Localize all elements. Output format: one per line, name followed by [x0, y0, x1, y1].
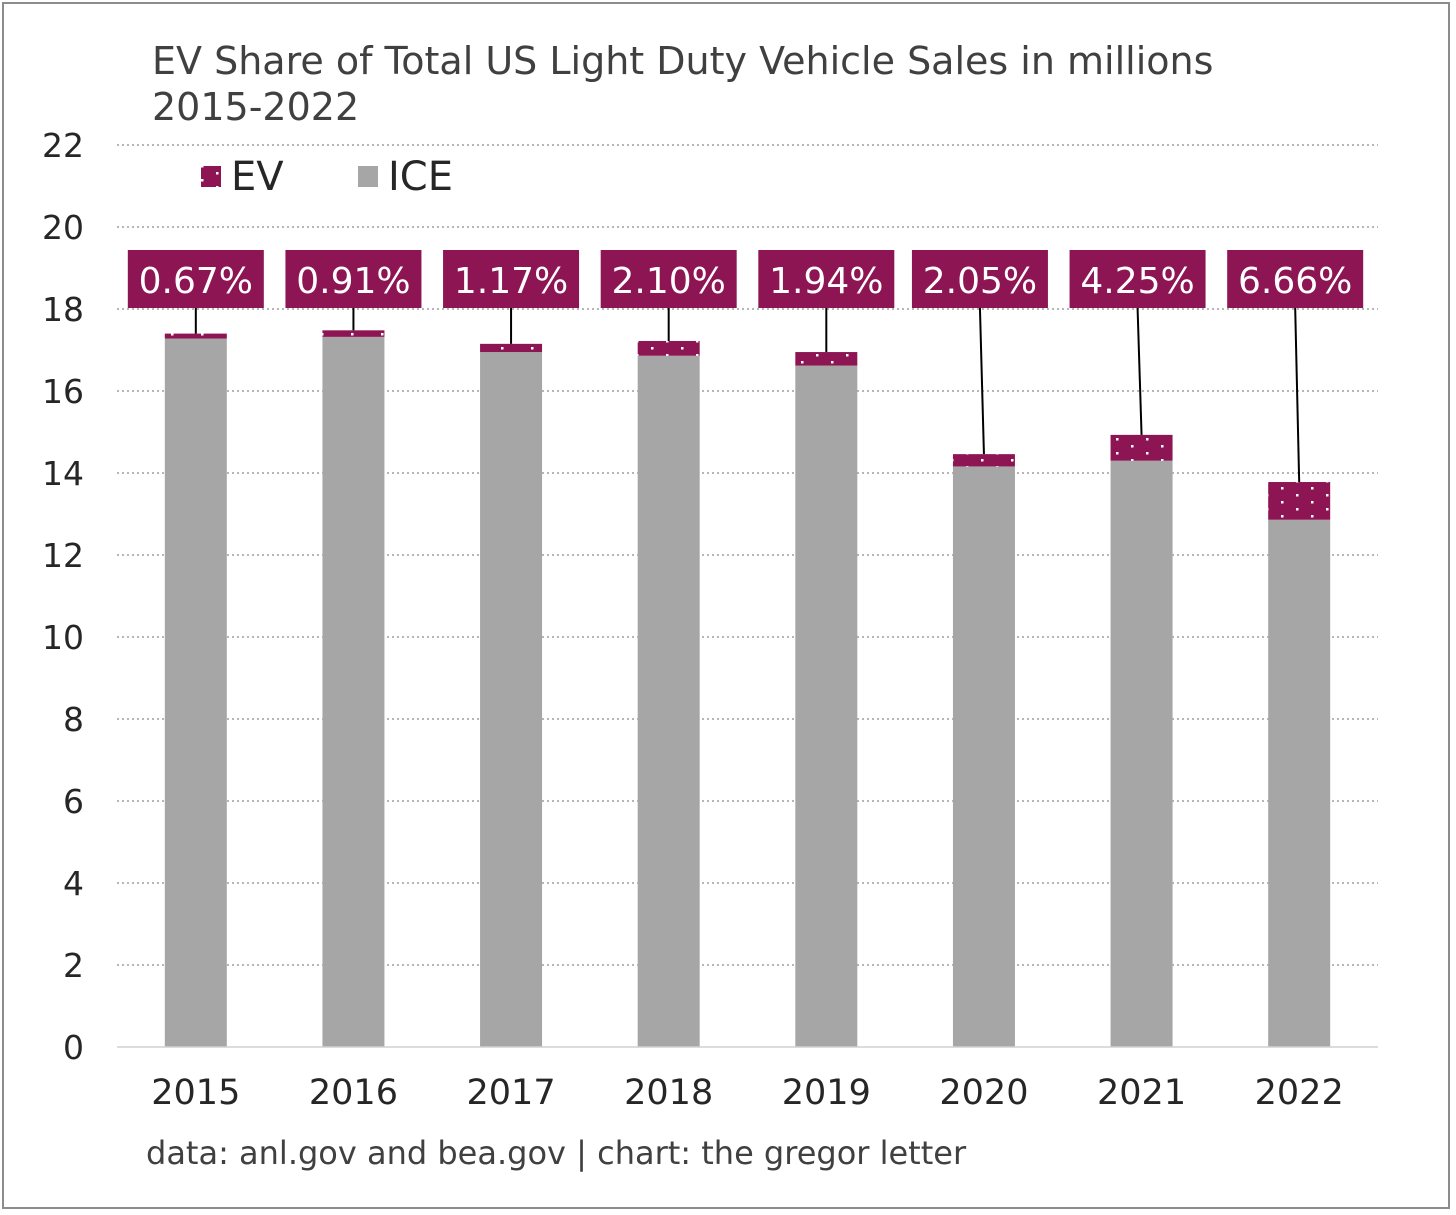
x-tick-label: 2020 — [939, 1073, 1028, 1113]
bar-ev-2016 — [322, 330, 385, 337]
y-tick-label: 6 — [63, 782, 84, 821]
x-tick-label: 2022 — [1255, 1073, 1344, 1113]
x-tick-label: 2021 — [1097, 1073, 1186, 1113]
y-tick-label: 18 — [42, 290, 84, 329]
data-label: 0.67% — [139, 261, 253, 302]
y-tick-label: 10 — [42, 618, 84, 657]
data-label: 2.05% — [923, 261, 1037, 302]
y-tick-label: 12 — [42, 536, 84, 575]
bar-ev-2017 — [480, 343, 543, 353]
bar-ice-2020 — [952, 466, 1015, 1047]
data-label: 0.91% — [296, 261, 410, 302]
legend-swatch-ice — [358, 166, 378, 187]
bar-ice-2018 — [637, 355, 700, 1047]
data-label-leader — [1136, 307, 1143, 435]
bar-ev-2015 — [164, 333, 227, 339]
bar-ice-2021 — [1110, 460, 1173, 1047]
data-label-box — [127, 250, 264, 308]
data-label: 1.94% — [769, 261, 883, 302]
data-label-leader — [1294, 307, 1301, 483]
bar-ice-2017 — [480, 352, 543, 1047]
y-tick-label: 16 — [42, 372, 84, 411]
y-tick-label: 14 — [42, 454, 84, 493]
bar-ice-2016 — [322, 336, 385, 1047]
x-tick-label: 2015 — [151, 1073, 240, 1113]
bar-ev-2022 — [1268, 482, 1331, 520]
y-tick-label: 0 — [63, 1028, 84, 1067]
data-label-box — [285, 250, 422, 308]
x-tick-label: 2016 — [309, 1073, 398, 1113]
legend-label-ice: ICE — [388, 154, 453, 200]
x-tick-label: 2017 — [467, 1073, 556, 1113]
x-tick-label: 2019 — [782, 1073, 871, 1113]
y-tick-label: 2 — [63, 946, 84, 985]
bar-ev-2019 — [795, 352, 858, 366]
data-label: 1.17% — [454, 261, 568, 302]
data-label-box — [1227, 250, 1364, 308]
chart-source-note: data: anl.gov and bea.gov | chart: the g… — [146, 1134, 967, 1172]
bar-ev-2018 — [637, 340, 700, 356]
data-label-box — [911, 250, 1048, 308]
legend-swatch-ev — [201, 166, 221, 187]
data-label: 2.10% — [612, 261, 726, 302]
data-label-box — [758, 250, 895, 308]
y-tick-label: 4 — [63, 864, 84, 903]
x-tick-label: 2018 — [624, 1073, 713, 1113]
data-label-box — [600, 250, 737, 308]
chart-title: EV Share of Total US Light Duty Vehicle … — [152, 39, 1214, 129]
legend-label-ev: EV — [231, 154, 284, 200]
data-label-leader — [978, 307, 985, 455]
y-tick-label: 8 — [63, 700, 84, 739]
data-label: 6.66% — [1238, 261, 1352, 302]
bar-ice-2015 — [164, 338, 227, 1047]
y-tick-label: 22 — [42, 126, 84, 165]
data-label: 4.25% — [1080, 261, 1194, 302]
bar-ev-2021 — [1110, 434, 1173, 461]
bar-ice-2022 — [1268, 519, 1331, 1047]
data-label-box — [443, 250, 580, 308]
y-tick-label: 20 — [42, 208, 84, 247]
bar-ice-2019 — [795, 365, 858, 1048]
bar-ev-2020 — [952, 454, 1015, 467]
data-label-box — [1069, 250, 1206, 308]
